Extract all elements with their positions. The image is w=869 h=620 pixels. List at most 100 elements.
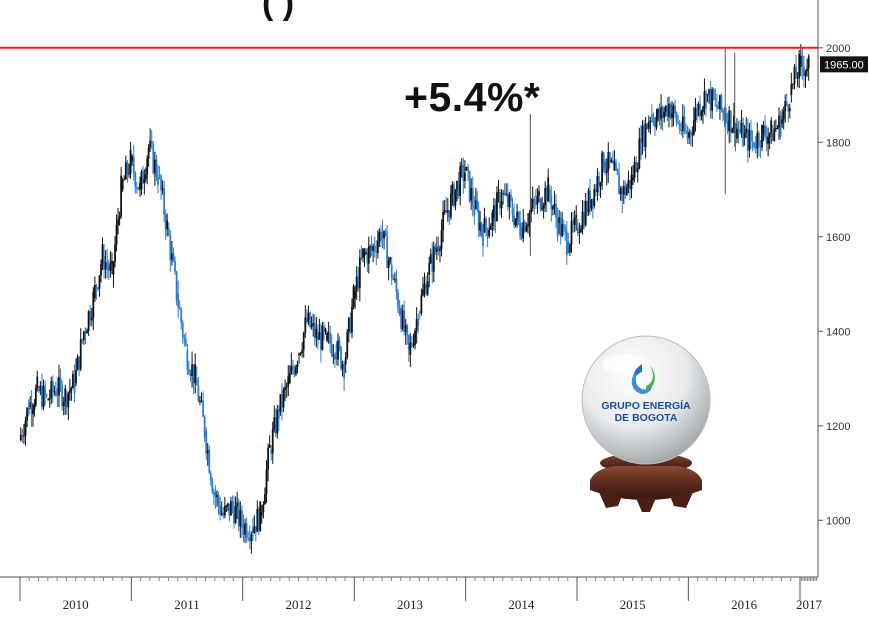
candle-body	[663, 111, 666, 118]
candle-body	[668, 103, 670, 117]
x-tick-label: 2011	[174, 597, 200, 612]
candle-body	[709, 89, 712, 111]
candle-body	[220, 512, 223, 515]
candle-body	[745, 128, 748, 133]
candle-body	[576, 227, 579, 234]
candle-body	[575, 215, 578, 218]
candle-body	[274, 417, 277, 434]
candle-body	[401, 310, 404, 329]
candle-body	[212, 492, 215, 495]
candle-body	[78, 356, 81, 370]
candle-body	[346, 331, 349, 358]
candle-body	[73, 374, 76, 394]
candle-body	[282, 390, 285, 408]
candle-body	[705, 91, 707, 109]
candle-body	[404, 325, 407, 332]
last-value-box	[820, 56, 868, 73]
candle-body	[456, 180, 458, 190]
candle-body	[615, 161, 617, 170]
candle-body	[651, 113, 653, 118]
candle-body	[531, 199, 534, 209]
candle-body	[180, 309, 183, 323]
candle-body	[327, 332, 330, 334]
candle-body	[633, 161, 636, 178]
logo-text-line1: GRUPO ENERGÍA	[601, 400, 691, 412]
candle-body	[688, 132, 691, 138]
candle-body	[678, 123, 681, 130]
candle-body	[175, 271, 178, 301]
candle-body	[36, 376, 39, 389]
candle-body	[281, 394, 283, 408]
candle-body	[375, 250, 378, 253]
candle-body	[536, 195, 539, 205]
candle-body	[343, 364, 346, 379]
candle-body	[486, 228, 489, 237]
candle-body	[202, 400, 205, 417]
candle-body	[44, 385, 46, 396]
candle-body	[226, 503, 229, 506]
candle-body	[393, 278, 396, 280]
candle-body	[779, 115, 782, 137]
candle-body	[496, 192, 498, 222]
candle-body	[132, 156, 135, 173]
candle-body	[273, 417, 276, 430]
candle-body	[468, 170, 471, 201]
candle-body	[189, 373, 192, 377]
candle-body	[547, 177, 550, 202]
candle-body	[338, 340, 341, 348]
candle-body	[567, 241, 570, 253]
candle-body	[680, 129, 683, 132]
candle-body	[538, 191, 540, 196]
candle-body	[147, 147, 150, 159]
candle-body	[315, 328, 318, 338]
candle-body	[45, 395, 48, 397]
candle-body	[618, 174, 621, 195]
candle-body	[508, 194, 511, 208]
candle-body	[768, 133, 771, 138]
candle-body	[782, 111, 785, 120]
candle-body	[556, 217, 559, 237]
candle-body	[451, 184, 454, 194]
y-tick-label: 1800	[826, 137, 850, 149]
candle-body	[143, 178, 146, 184]
candle-body	[48, 398, 51, 400]
candle-body	[144, 174, 147, 179]
candle-body	[454, 189, 457, 206]
candle-body	[134, 172, 137, 188]
candle-body	[519, 221, 522, 237]
candle-body	[750, 130, 752, 141]
title-fragment: ( )	[262, 0, 295, 22]
candle-body	[432, 246, 435, 272]
candle-body	[23, 435, 25, 437]
candle-body	[352, 286, 355, 308]
candle-body	[234, 506, 237, 523]
candle-body	[426, 281, 429, 295]
candle-body	[129, 149, 132, 174]
candle-body	[729, 110, 732, 133]
candle-body	[733, 115, 735, 129]
candle-body	[711, 89, 714, 111]
candle-body	[677, 122, 680, 124]
candle-body	[594, 189, 597, 193]
candle-body	[146, 158, 149, 175]
candle-body	[357, 276, 360, 289]
y-axis: 1000 1200 1400 1600 1800 2000 1965.00	[817, 0, 868, 577]
candle-body	[638, 138, 641, 169]
candle-body	[422, 289, 424, 296]
candle-body	[420, 295, 423, 314]
candle-body	[365, 252, 367, 254]
candle-body	[245, 523, 248, 538]
candle-body	[309, 312, 311, 328]
candle-body	[520, 227, 523, 239]
candle-body	[473, 206, 476, 216]
candle-body	[312, 323, 315, 326]
candle-body	[803, 67, 805, 77]
candle-body	[61, 384, 64, 407]
candle-body	[104, 262, 107, 270]
candle-body	[569, 244, 571, 253]
candle-body	[604, 161, 607, 173]
candle-body	[445, 209, 448, 213]
candle-body	[387, 260, 390, 268]
